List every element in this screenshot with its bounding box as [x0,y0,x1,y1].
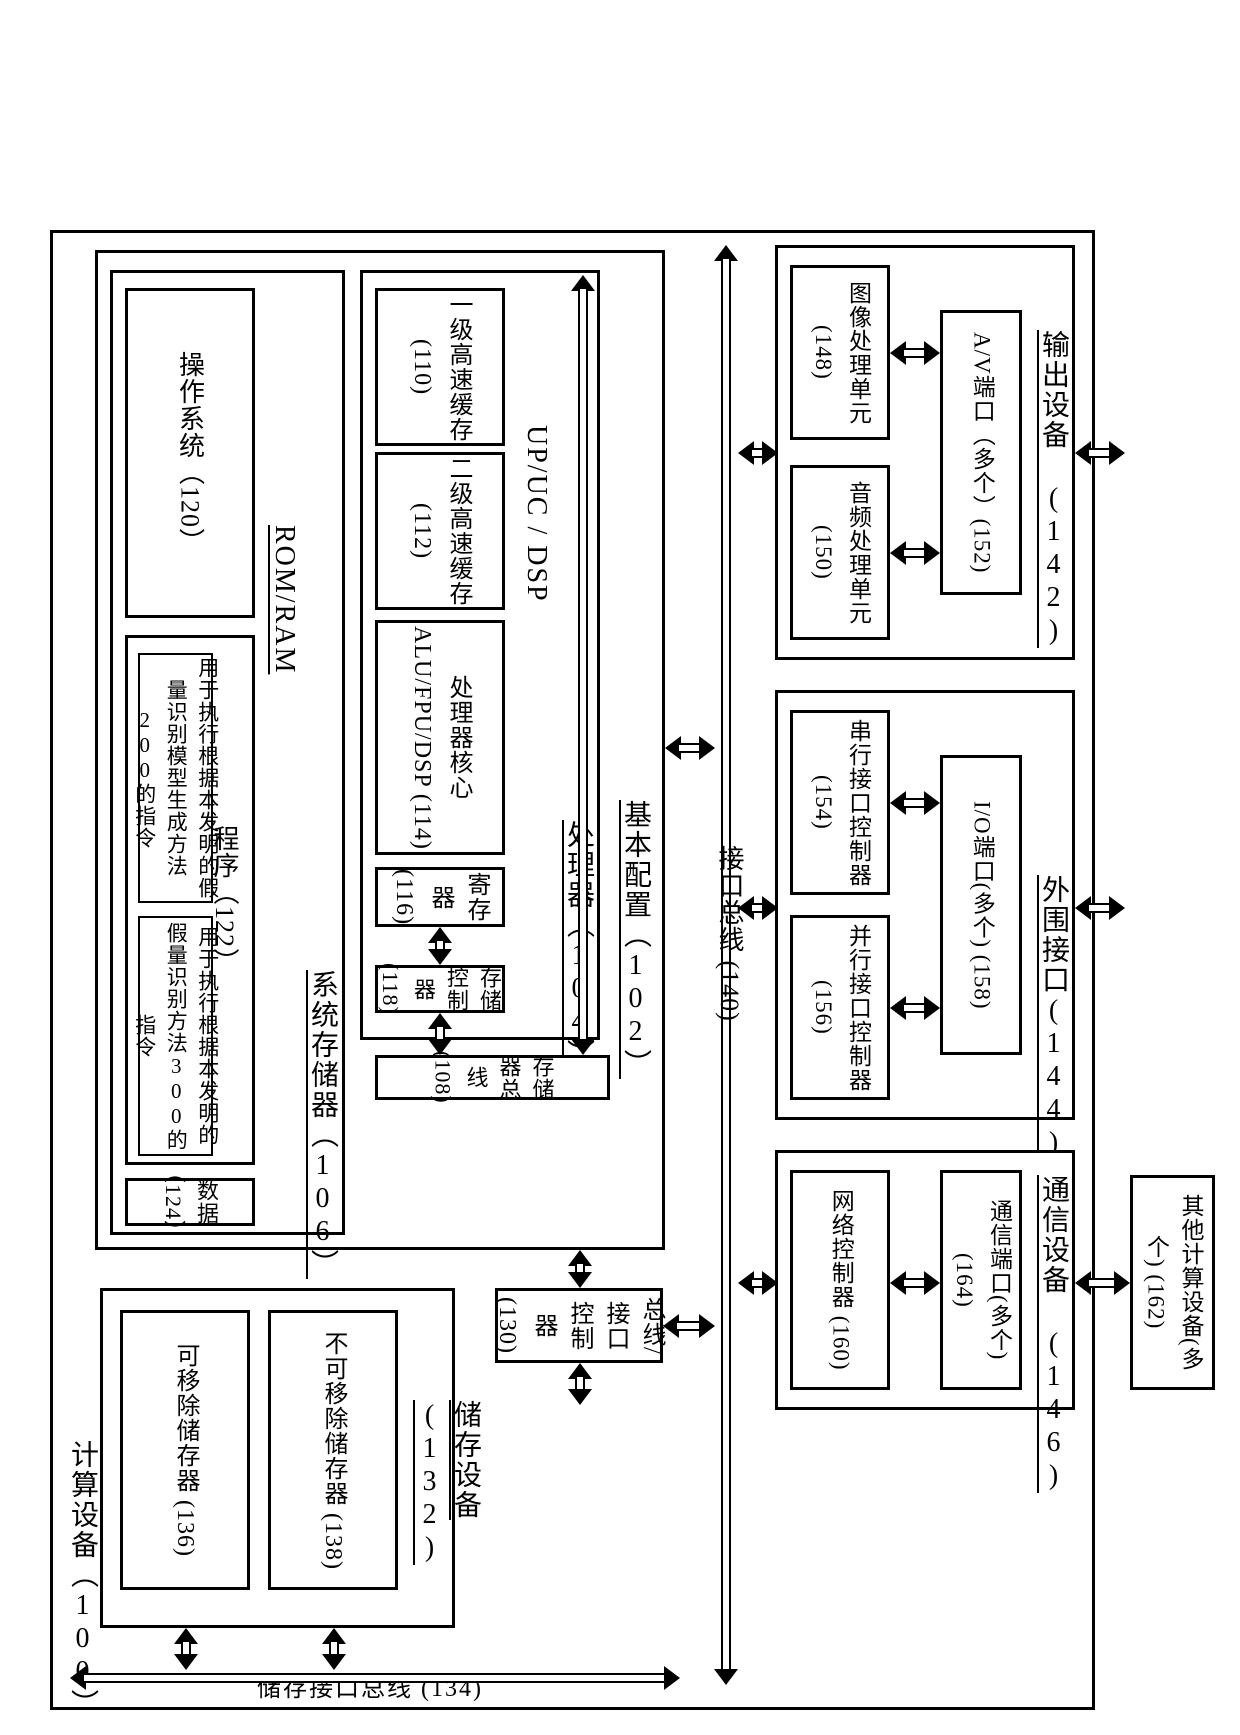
net-port-arrow [890,1275,940,1291]
basic-to-busctrl-arrow [572,1250,588,1288]
nonremovable-storage-box: 不可移除储存器 (138) [268,1310,398,1590]
parallel-box: 并行接口控制器 (156) [790,915,890,1100]
l1-cache-box: 一级高速缓存 (110) [375,288,505,446]
romram-label: ROM/RAM [268,525,300,674]
reg-memctrl-arrow [432,927,448,965]
netctrl-box: 网络控制器 (160) [790,1170,890,1390]
storage-bus-harrow [70,1670,680,1688]
processor-sub-label: UP/UC / DSP [520,425,552,603]
commport-box: 通信端口(多个) (164) [940,1170,1022,1390]
removable-storage-box: 可移除储存器 (136) [120,1310,250,1590]
memory-bus-box: 存储器总线 (108) [375,1055,610,1100]
apu-box: 音频处理单元 (150) [790,465,890,640]
av-port-box: A/V端口（多个）(152) [940,310,1022,595]
data-box: 数据（124） [125,1178,255,1226]
busctrl-to-ifbus-arrow [663,1318,715,1334]
gpu-box: 图像处理单元(148) [790,265,890,440]
basic-config-label: 基本配置（102） [615,800,655,1079]
rem-storbus-arrow [178,1628,194,1670]
os-box: 操作系统（120） [125,288,255,618]
serial-box: 串行接口控制器 (154) [790,710,890,895]
comm-ext-arrow [1075,1275,1130,1291]
serial-io-arrow [890,795,940,811]
instr1-box: 用于执行根据本发明的假量识别模型生成方法200的指令 [138,653,213,903]
nonrem-storbus-arrow [326,1628,342,1670]
core-box: 处理器核心 ALU/FPU/DSP (114) [375,620,505,855]
ifbus-periph-arrow [738,900,778,916]
ifbus-comm-arrow [738,1275,778,1291]
io-port-box: I/O端口(多个) (158) [940,755,1022,1055]
reg-box: 寄存器 (116) [375,867,505,927]
memctrl-box: 存储控制器 (118) [375,965,505,1013]
periph-ext-arrow [1075,900,1125,916]
membus-vert-arrow [575,275,591,1055]
bus-if-controller-box: 总线/接口控制器 (130) [495,1288,663,1363]
output-device-label: 输出设备 (142) [1033,330,1073,648]
busctrl-to-storbus-arrow [572,1363,588,1405]
output-ext-arrow [1075,445,1125,461]
l2-cache-box: 二级高速缓存 (112) [375,452,505,610]
gpu-av-arrow [890,345,940,361]
comm-label: 通信设备 (146) [1033,1175,1073,1493]
periph-label: 外围接口(144) [1033,875,1073,1160]
program-box: 程序（122） 用于执行根据本发明的假量识别模型生成方法200的指令 用于执行根… [125,635,255,1165]
ifbus-output-arrow [738,445,778,461]
other-devices-box: 其他计算设备(多个) (162) [1130,1175,1215,1390]
memctrl-bus-arrow1 [432,1013,448,1055]
parallel-io-arrow [890,1000,940,1016]
basic-to-ifbus-arrow [665,740,715,756]
instr2-box: 用于执行根据本发明的假量识别方法300的指令 [138,916,213,1156]
apu-av-arrow [890,545,940,561]
system-memory-label: 系统存储器（106） [302,970,342,1279]
computing-device-diagram: 计算设备（100） 基本配置（102） 系统存储器（106） ROM/RAM 操… [20,20,1220,1715]
